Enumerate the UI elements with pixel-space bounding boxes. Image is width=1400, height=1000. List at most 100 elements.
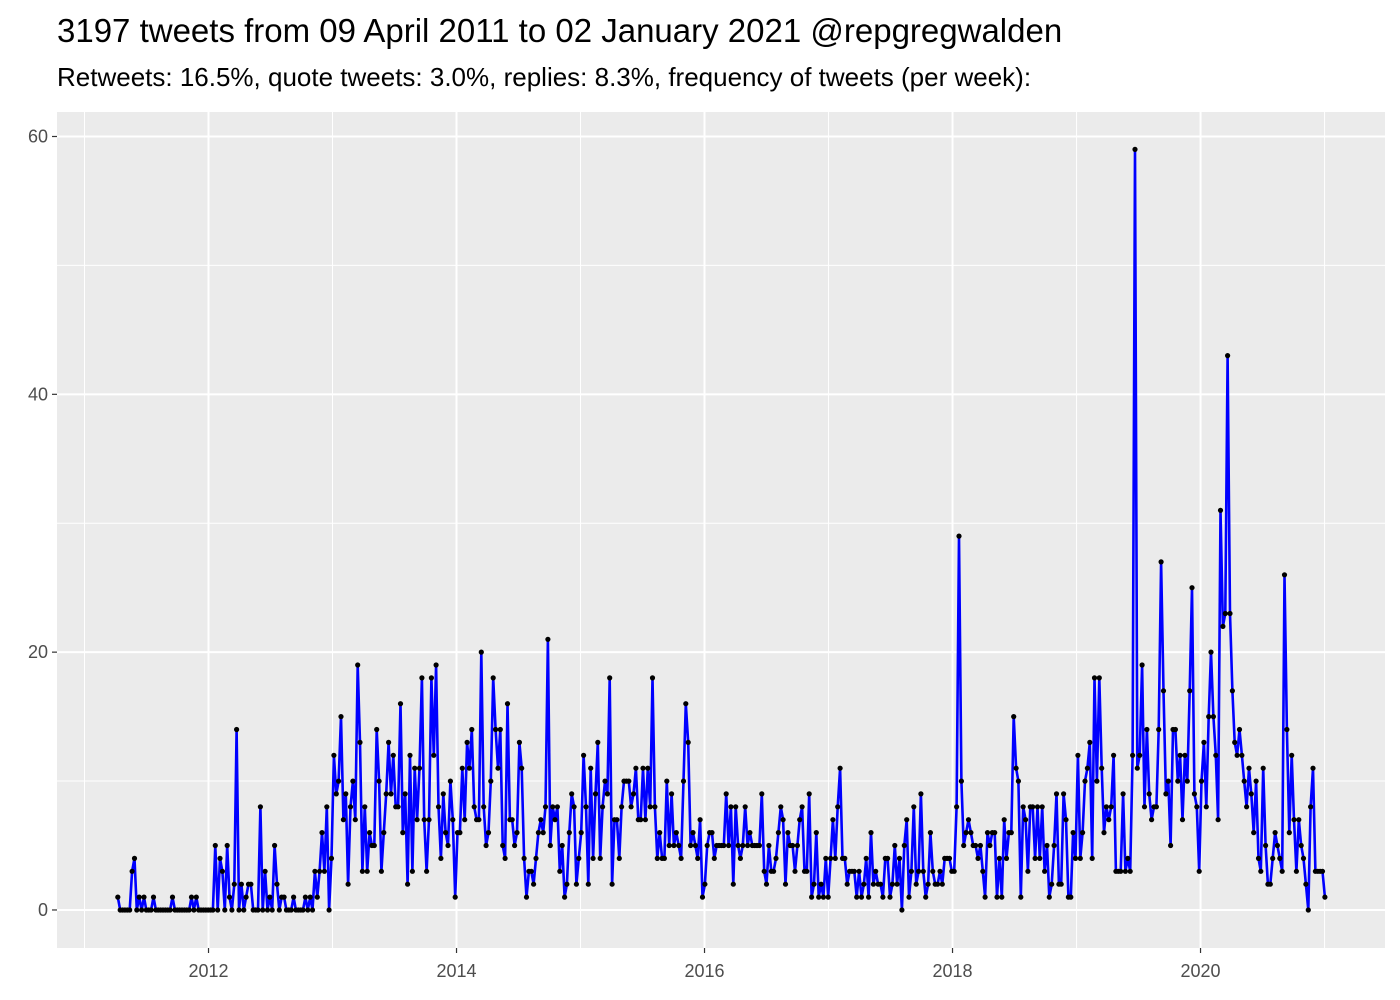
data-point (1127, 868, 1133, 874)
data-point (1137, 752, 1143, 758)
data-point (1108, 804, 1114, 810)
data-point (799, 804, 805, 810)
data-point (345, 881, 351, 887)
data-point (1082, 778, 1088, 784)
data-point (347, 804, 354, 810)
data-point (1141, 804, 1148, 810)
data-point (1146, 791, 1152, 797)
data-point (935, 881, 941, 887)
data-point (1063, 817, 1069, 823)
data-point (115, 894, 121, 900)
data-point (447, 778, 453, 784)
data-point (362, 804, 368, 810)
data-point (1177, 752, 1183, 758)
data-point (1184, 778, 1190, 784)
data-point (842, 855, 848, 862)
data-point (1058, 881, 1064, 887)
data-point (678, 855, 684, 862)
data-point (493, 726, 499, 733)
data-point (324, 804, 330, 810)
data-point (699, 894, 706, 900)
data-point (314, 894, 320, 900)
data-point (1206, 714, 1212, 720)
data-point (431, 752, 437, 758)
data-point (1077, 855, 1083, 862)
data-point (390, 752, 396, 758)
data-point (870, 881, 877, 887)
data-point (521, 855, 527, 862)
data-point (1103, 804, 1109, 810)
data-point (400, 830, 406, 836)
data-point (963, 830, 969, 836)
data-point (550, 804, 556, 810)
x-tick-label: 2014 (436, 961, 476, 981)
data-point (809, 894, 815, 900)
data-point (302, 894, 308, 900)
data-point (557, 868, 563, 874)
data-point (1011, 714, 1017, 720)
data-point (1149, 817, 1155, 823)
data-point (1291, 817, 1297, 823)
data-point (371, 842, 377, 849)
data-point (630, 791, 637, 797)
data-point (511, 842, 518, 849)
data-point (464, 739, 470, 746)
data-point (236, 907, 242, 913)
data-point (911, 804, 917, 810)
data-point (1227, 610, 1233, 617)
data-point (728, 804, 734, 810)
data-point (1160, 688, 1167, 694)
data-point (409, 868, 415, 874)
data-point (547, 842, 553, 849)
data-point (925, 881, 931, 887)
data-point (352, 817, 358, 823)
data-point (740, 842, 746, 849)
data-point (1042, 868, 1048, 874)
data-point (150, 894, 157, 900)
data-point (1198, 778, 1205, 784)
data-point (854, 894, 860, 900)
data-point (896, 855, 903, 862)
data-point (918, 791, 924, 797)
data-point (828, 855, 834, 862)
data-point (747, 830, 753, 836)
data-point (514, 830, 520, 836)
data-point (243, 894, 249, 900)
data-point (336, 778, 342, 784)
data-point (535, 830, 542, 836)
data-point (1267, 881, 1273, 887)
data-point (916, 868, 922, 874)
data-point (626, 778, 632, 784)
data-point (509, 817, 515, 823)
data-point (1220, 623, 1226, 630)
data-point (951, 868, 957, 874)
data-point (1080, 830, 1086, 836)
data-point (614, 817, 620, 823)
data-point (1139, 662, 1145, 668)
data-point (1187, 688, 1193, 694)
data-point (1156, 726, 1162, 733)
data-point (1260, 765, 1266, 771)
data-point (540, 830, 546, 836)
data-point (654, 855, 660, 862)
data-point (1293, 868, 1299, 874)
data-point (262, 868, 268, 874)
data-point (471, 804, 477, 810)
data-point (1289, 752, 1295, 758)
data-point (602, 778, 608, 784)
data-point (167, 907, 173, 913)
data-point (1303, 881, 1309, 887)
data-point (690, 830, 696, 836)
data-point (1049, 881, 1055, 887)
data-point (676, 842, 682, 849)
data-point (844, 881, 850, 887)
data-point (1241, 778, 1247, 784)
data-point (782, 881, 789, 887)
data-point (581, 752, 587, 758)
axes: 0 20 40 60 2012 2014 2016 2018 2020 (28, 126, 1221, 981)
data-point (1039, 804, 1045, 810)
data-point (1234, 752, 1240, 758)
data-point (977, 842, 984, 849)
data-point (367, 830, 373, 836)
data-point (885, 855, 891, 862)
